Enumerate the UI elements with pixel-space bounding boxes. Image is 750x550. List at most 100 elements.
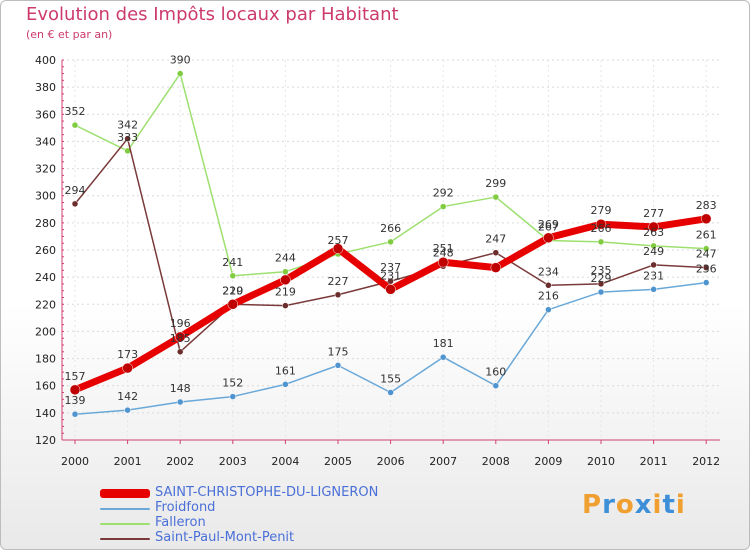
data-point — [492, 249, 500, 256]
y-tick-label: 160 — [35, 380, 56, 393]
data-label: 277 — [643, 207, 664, 220]
data-point — [648, 221, 659, 233]
legend-label: Froidfond — [155, 500, 216, 515]
legend-swatch — [100, 538, 150, 540]
data-label: 263 — [643, 226, 664, 239]
data-label: 342 — [117, 119, 138, 132]
data-label: 269 — [538, 218, 559, 231]
data-point — [543, 232, 554, 244]
data-point — [71, 200, 79, 208]
y-tick-label: 300 — [35, 190, 56, 203]
data-label: 219 — [222, 284, 243, 297]
y-tick-label: 320 — [35, 163, 56, 176]
data-point — [439, 353, 447, 361]
data-point — [650, 242, 657, 250]
y-tick-label: 280 — [35, 217, 56, 230]
legend-label: Falleron — [155, 515, 206, 530]
x-tick-label: 2007 — [429, 455, 457, 468]
data-label: 247 — [696, 248, 717, 261]
logo-letter: P — [582, 490, 603, 520]
x-tick-label: 2001 — [114, 455, 142, 468]
logo-letter: i — [675, 490, 686, 520]
data-point — [280, 274, 291, 286]
data-point — [490, 262, 502, 273]
data-label: 157 — [65, 370, 86, 383]
data-label: 241 — [222, 256, 243, 269]
data-point — [597, 288, 605, 296]
data-point — [437, 256, 449, 268]
data-label: 352 — [65, 105, 86, 118]
legend-label: SAINT-CHRISTOPHE-DU-LIGNERON — [155, 485, 379, 500]
data-label: 161 — [275, 364, 296, 377]
x-tick-label: 2000 — [61, 455, 89, 468]
chart-title: Evolution des Impôts locaux par Habitant — [26, 4, 399, 25]
x-tick-label: 2002 — [166, 455, 194, 468]
data-label: 279 — [591, 204, 612, 217]
data-label: 148 — [170, 382, 191, 395]
data-label: 142 — [117, 390, 138, 403]
data-point — [71, 410, 79, 418]
data-label: 173 — [117, 348, 138, 361]
legend-swatch — [100, 489, 150, 498]
data-point — [227, 299, 239, 310]
logo-letter: o — [615, 490, 635, 520]
y-tick-label: 140 — [35, 407, 56, 420]
data-label: 155 — [380, 373, 401, 386]
legend-label: Saint-Paul-Mont-Penit — [155, 530, 295, 545]
data-label: 266 — [591, 222, 612, 235]
y-tick-label: 120 — [35, 434, 56, 447]
data-point — [176, 398, 184, 406]
data-point — [650, 286, 657, 293]
data-point — [700, 213, 712, 225]
data-label: 152 — [222, 377, 243, 390]
data-point — [650, 261, 657, 269]
x-tick-label: 2003 — [219, 455, 247, 468]
data-point — [702, 264, 710, 271]
chart-subtitle: (en € et par an) — [26, 28, 113, 41]
data-label: 139 — [65, 394, 86, 407]
data-point — [282, 381, 289, 388]
data-point — [229, 272, 237, 280]
data-label: 216 — [538, 290, 559, 303]
data-label: 294 — [65, 184, 86, 197]
data-label: 249 — [643, 245, 664, 258]
proxiti-logo: Proxiti — [582, 490, 686, 520]
data-label: 175 — [328, 345, 349, 358]
data-point — [595, 218, 607, 230]
x-tick-label: 2004 — [271, 455, 299, 468]
data-label: 333 — [117, 131, 138, 144]
logo-letter: t — [662, 490, 676, 520]
y-tick-label: 200 — [35, 325, 56, 338]
legend-swatch — [100, 523, 150, 525]
data-label: 292 — [433, 187, 454, 200]
data-point — [229, 393, 237, 400]
data-label: 299 — [485, 177, 506, 190]
data-label: 257 — [328, 234, 349, 247]
data-point — [71, 121, 79, 129]
y-tick-label: 180 — [35, 353, 56, 366]
y-tick-label: 400 — [35, 54, 56, 67]
data-point — [69, 384, 81, 396]
y-tick-label: 260 — [35, 244, 56, 257]
data-label: 266 — [380, 222, 401, 235]
data-label: 196 — [170, 317, 191, 330]
logo-letter: i — [652, 490, 663, 520]
data-label: 251 — [433, 242, 454, 255]
data-point — [334, 291, 342, 299]
data-label: 235 — [591, 264, 612, 277]
data-label: 229 — [591, 272, 612, 285]
data-label: 390 — [170, 54, 191, 67]
data-label: 231 — [380, 269, 401, 282]
x-tick-label: 2010 — [587, 455, 615, 468]
data-label: 247 — [485, 233, 506, 246]
data-label: 181 — [433, 337, 454, 350]
y-tick-label: 340 — [35, 135, 56, 148]
y-tick-label: 360 — [35, 108, 56, 121]
data-point — [492, 382, 500, 389]
data-label: 220 — [222, 284, 243, 297]
data-point — [122, 362, 133, 374]
data-label: 231 — [643, 269, 664, 282]
y-tick-label: 240 — [35, 271, 56, 284]
x-tick-label: 2008 — [482, 455, 510, 468]
